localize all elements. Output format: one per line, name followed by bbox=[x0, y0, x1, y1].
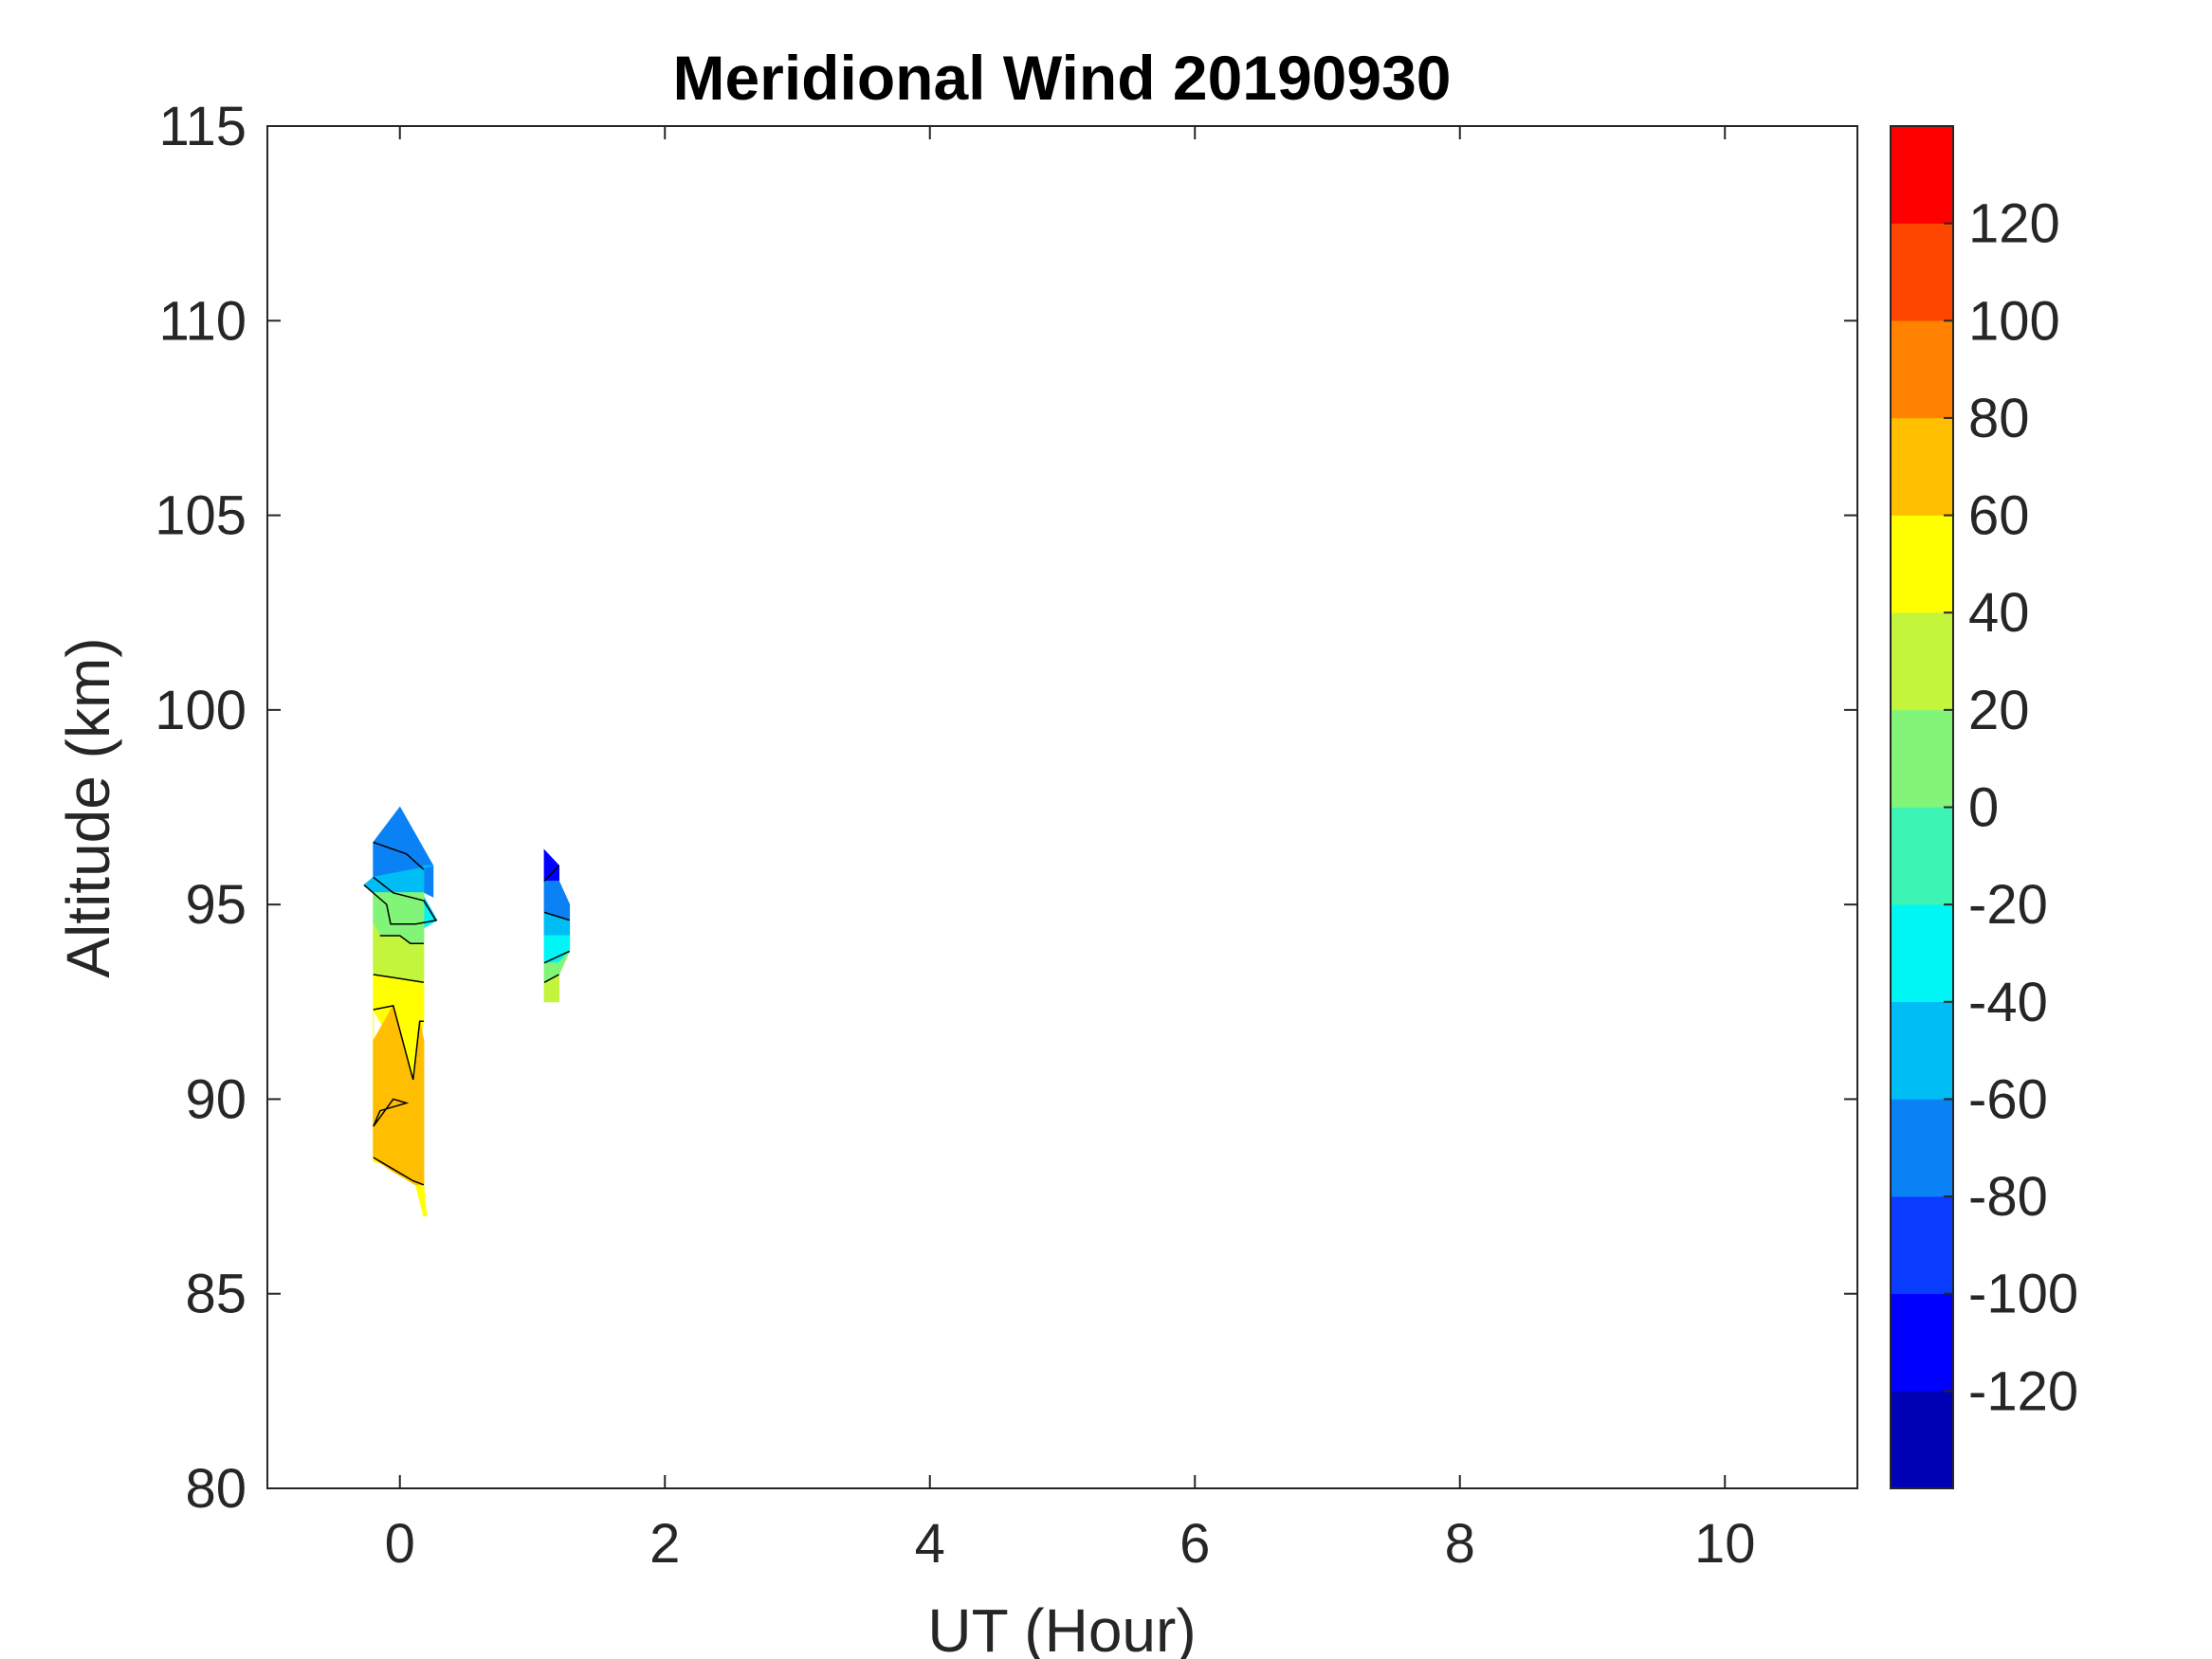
colorbar-tick-label: 60 bbox=[1968, 485, 2030, 547]
y-tick-label: 115 bbox=[159, 96, 247, 157]
contour-line-7 bbox=[373, 1098, 410, 1127]
colorbar-swatch bbox=[1890, 1001, 1954, 1100]
contour-line-9 bbox=[543, 911, 570, 921]
y-axis-label: Altitude (km) bbox=[54, 637, 122, 977]
contour-line-0 bbox=[373, 841, 425, 870]
y-tick-label: 80 bbox=[185, 1458, 247, 1520]
colorbar-tick-label: 20 bbox=[1968, 680, 2030, 741]
colorbar-swatch bbox=[1890, 515, 1954, 613]
x-tick-label: 0 bbox=[385, 1513, 415, 1575]
colorbar-tick-label: -120 bbox=[1968, 1360, 2078, 1422]
contour-line-6 bbox=[373, 1157, 425, 1186]
colorbar-swatch bbox=[1890, 1195, 1954, 1294]
contour-line-5 bbox=[373, 1005, 424, 1081]
contour-fill-layer bbox=[363, 806, 571, 1217]
column-1.1UT-region-8 bbox=[543, 881, 571, 921]
column-1.1UT-region-11 bbox=[543, 951, 571, 984]
x-axis-label: UT (Hour) bbox=[927, 1596, 1196, 1659]
y-tick-label: 85 bbox=[185, 1264, 247, 1325]
colorbar-tick-label: 80 bbox=[1968, 388, 2030, 449]
x-tick-label: 10 bbox=[1694, 1513, 1756, 1575]
plot-frame bbox=[266, 125, 1858, 1489]
colorbar-swatch bbox=[1890, 125, 1954, 224]
colorbar-tick-label: 0 bbox=[1968, 777, 1999, 839]
colorbar-swatch bbox=[1890, 709, 1954, 808]
contour-line-3 bbox=[379, 935, 424, 944]
contour-line-10 bbox=[543, 950, 570, 964]
x-tick-label: 8 bbox=[1445, 1513, 1475, 1575]
y-tick-label: 105 bbox=[155, 485, 247, 547]
y-tick-label: 100 bbox=[155, 680, 247, 741]
x-axis: 0 2 4 6 8 10 bbox=[385, 126, 1756, 1575]
y-tick-label: 110 bbox=[159, 290, 247, 352]
colorbar: -120 -100 -80 -60 -40 -20 0 20 40 60 80 100 120 bbox=[1890, 125, 2078, 1489]
colorbar-swatch bbox=[1890, 223, 1954, 321]
colorbar-swatch bbox=[1890, 1099, 1954, 1197]
contour-line-layer bbox=[363, 841, 570, 1186]
colorbar-tick-label: -60 bbox=[1968, 1068, 2048, 1130]
contour-line-1 bbox=[373, 876, 437, 921]
colorbar-swatch bbox=[1890, 1391, 1954, 1489]
contour-line-8 bbox=[543, 865, 560, 883]
y-axis: 80 85 90 95 100 105 110 115 bbox=[155, 96, 1857, 1520]
colorbar-tick-label: -100 bbox=[1968, 1264, 2078, 1325]
contour-line-11 bbox=[543, 974, 559, 983]
colorbar-swatch bbox=[1890, 320, 1954, 419]
colorbar-swatch bbox=[1890, 903, 1954, 1003]
x-tick-label: 4 bbox=[915, 1513, 945, 1575]
y-tick-label: 95 bbox=[185, 874, 247, 936]
colorbar-tick-label: 40 bbox=[1968, 582, 2030, 644]
colorbar-tick-label: 100 bbox=[1968, 290, 2060, 352]
colorbar-swatch bbox=[1890, 417, 1954, 516]
colorbar-swatch bbox=[1890, 611, 1954, 711]
x-tick-label: 6 bbox=[1179, 1513, 1210, 1575]
y-tick-label: 90 bbox=[185, 1068, 247, 1130]
contour-line-4 bbox=[373, 974, 425, 984]
colorbar-tick-label: -40 bbox=[1968, 972, 2048, 1033]
colorbar-tick-label: -80 bbox=[1968, 1166, 2048, 1228]
colorbar-swatch bbox=[1890, 807, 1954, 905]
x-tick-label: 2 bbox=[649, 1513, 680, 1575]
chart-title: Meridional Wind 20190930 bbox=[672, 43, 1451, 113]
colorbar-tick-label: -20 bbox=[1968, 874, 2048, 936]
contour-line-2 bbox=[363, 884, 438, 925]
colorbar-tick-label: 120 bbox=[1968, 193, 2060, 255]
colorbar-swatch bbox=[1890, 1293, 1954, 1392]
